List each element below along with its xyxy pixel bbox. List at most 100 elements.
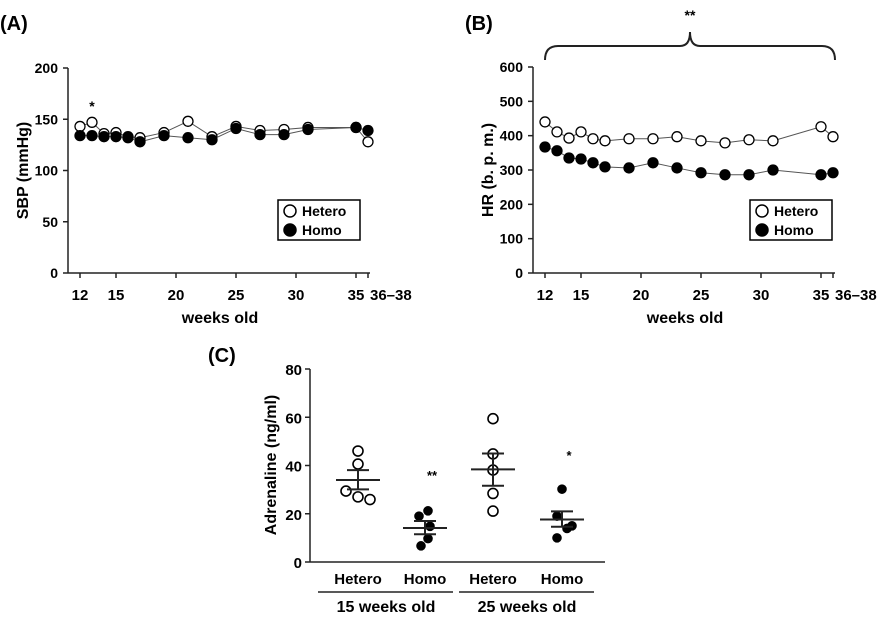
data-point-hetero xyxy=(815,121,827,133)
data-point xyxy=(414,511,424,521)
x-axis-label: weeks old xyxy=(646,310,723,327)
age-label: 25 weeks old xyxy=(478,599,577,616)
data-point xyxy=(352,491,364,503)
data-point-homo xyxy=(719,169,731,181)
y-axis-label: Adrenaline (ng/ml) xyxy=(263,395,280,535)
data-point xyxy=(364,493,376,506)
y-tick-label: 200 xyxy=(500,196,524,212)
data-point xyxy=(340,485,352,497)
data-point-hetero xyxy=(563,132,575,144)
data-point-hetero xyxy=(767,135,779,147)
y-tick-label: 500 xyxy=(500,93,524,109)
data-point-homo xyxy=(551,145,563,157)
data-point-hetero xyxy=(362,136,374,148)
x-tick-label: 12 xyxy=(72,287,89,304)
data-point-hetero xyxy=(539,116,551,128)
significance-marker: * xyxy=(89,98,95,114)
y-tick-label: 100 xyxy=(500,231,524,247)
y-axis-label: HR (b. p. m.) xyxy=(480,123,497,217)
data-point-homo xyxy=(575,153,587,165)
y-tick-label: 400 xyxy=(500,128,524,144)
x-tick-label: 35 xyxy=(348,287,365,304)
data-point-hetero xyxy=(719,137,731,149)
y-tick-label: 150 xyxy=(35,111,59,127)
y-tick-label: 300 xyxy=(500,162,524,178)
panel-label: (B) xyxy=(465,13,493,35)
y-tick-label: 200 xyxy=(35,60,59,76)
data-point-hetero xyxy=(671,131,683,143)
data-point-homo xyxy=(302,123,314,136)
data-point-homo xyxy=(122,132,134,144)
group-label: Hetero xyxy=(469,571,517,588)
panel-label: (C) xyxy=(208,345,236,367)
data-point xyxy=(425,521,435,532)
data-point-hetero xyxy=(647,133,659,145)
x-tick-label: 12 xyxy=(537,287,554,304)
legend-marker-homo xyxy=(755,223,769,237)
y-axis-label: SBP (mmHg) xyxy=(15,122,32,220)
data-point-homo xyxy=(98,131,110,143)
x-tick-label: 20 xyxy=(633,287,650,304)
y-tick-label: 20 xyxy=(285,507,302,524)
data-point-homo xyxy=(767,164,779,176)
data-point xyxy=(352,445,364,457)
x-tick-label: 35 xyxy=(813,287,830,304)
data-point-hetero xyxy=(587,133,599,145)
x-tick-label: 36–38 xyxy=(370,287,412,304)
legend-label: Homo xyxy=(302,222,342,238)
data-point-hetero xyxy=(551,126,563,138)
y-tick-label: 0 xyxy=(294,555,302,572)
group-label: Hetero xyxy=(334,571,382,588)
data-point-homo xyxy=(623,162,635,174)
x-tick-label: 36–38 xyxy=(835,287,877,304)
legend-marker-hetero xyxy=(283,204,297,218)
data-point xyxy=(487,412,499,425)
data-point xyxy=(423,506,433,516)
data-point-hetero xyxy=(827,131,839,143)
significance-bracket xyxy=(544,31,836,61)
data-point-hetero xyxy=(623,133,635,145)
age-label: 15 weeks old xyxy=(337,599,436,616)
group-label: Homo xyxy=(541,571,584,588)
data-point-hetero xyxy=(743,134,755,146)
panel-label: (A) xyxy=(0,13,28,35)
significance-marker: ** xyxy=(685,7,696,23)
data-point-homo xyxy=(182,132,194,144)
legend-label: Hetero xyxy=(774,203,818,219)
data-point-homo xyxy=(254,128,266,141)
x-axis-label: weeks old xyxy=(181,310,258,327)
data-point-homo xyxy=(827,167,839,179)
y-tick-label: 0 xyxy=(50,265,58,281)
data-point xyxy=(423,533,433,544)
y-tick-label: 50 xyxy=(42,214,58,230)
y-tick-label: 600 xyxy=(500,59,524,75)
data-point xyxy=(416,541,426,551)
data-point-homo xyxy=(599,161,611,173)
data-point-homo xyxy=(815,169,827,181)
data-point-homo xyxy=(278,128,290,141)
x-tick-label: 25 xyxy=(693,287,710,304)
data-point-homo xyxy=(587,157,599,169)
data-point-homo xyxy=(134,136,146,148)
data-point-homo xyxy=(695,167,707,179)
data-point-homo xyxy=(206,134,218,146)
data-point-homo xyxy=(539,141,551,153)
data-point-homo xyxy=(563,152,575,164)
data-point-hetero xyxy=(575,126,587,138)
data-point-homo xyxy=(110,131,122,143)
y-tick-label: 0 xyxy=(515,265,523,281)
legend-label: Hetero xyxy=(302,203,346,219)
data-point-homo xyxy=(74,129,86,142)
data-point-homo xyxy=(350,121,362,134)
data-point xyxy=(352,458,364,470)
x-tick-label: 20 xyxy=(168,287,185,304)
data-point-homo xyxy=(647,157,659,169)
data-point-homo xyxy=(230,122,242,135)
data-point xyxy=(562,523,572,534)
legend-marker-homo xyxy=(283,223,297,237)
data-point xyxy=(557,484,567,494)
data-point xyxy=(487,487,499,500)
significance-marker: * xyxy=(566,448,572,463)
data-point-hetero xyxy=(86,116,98,128)
data-point xyxy=(552,533,562,543)
